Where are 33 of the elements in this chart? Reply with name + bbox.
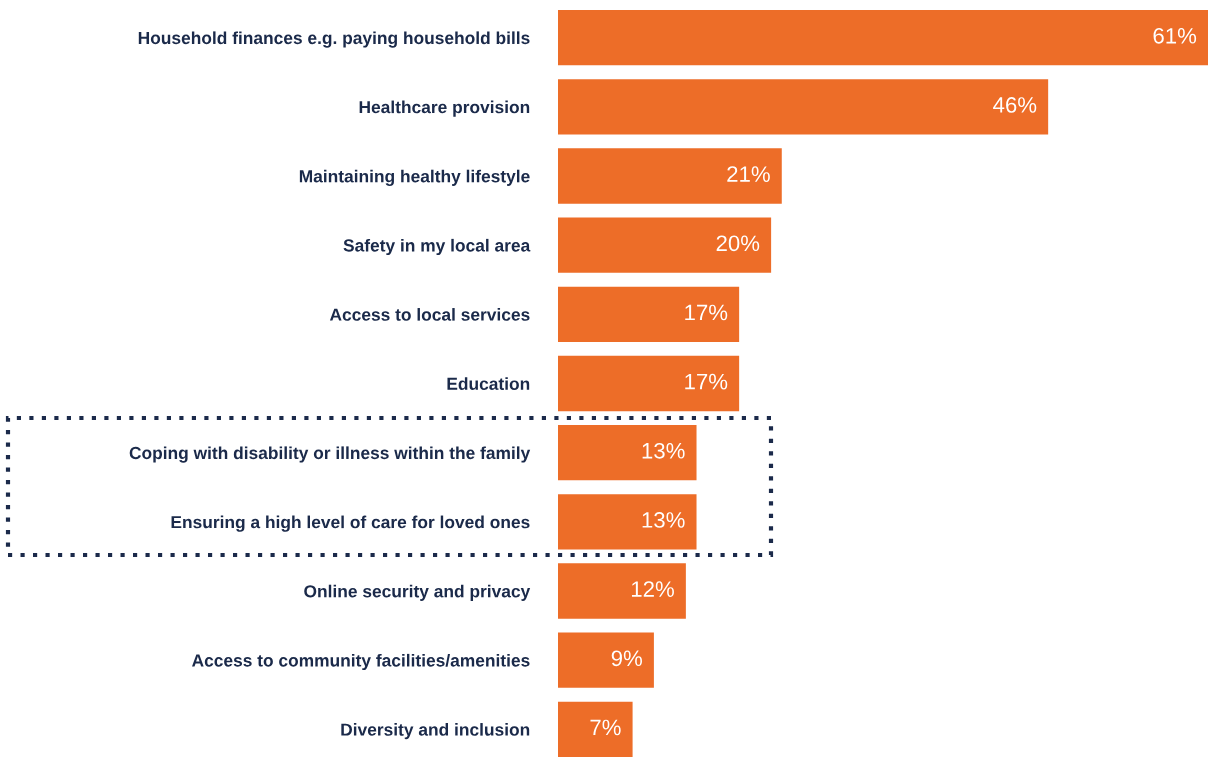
bar (558, 217, 772, 273)
data-label: 17% (685, 373, 728, 390)
y-tick-label: Household finances e.g. paying household bills (138, 31, 530, 48)
y-tick-label: Maintaining healthy lifestyle (299, 169, 530, 186)
data-label: 13% (642, 512, 685, 528)
y-tick-label: Ensuring a high level of care for loved ones (171, 515, 530, 532)
bar (558, 148, 782, 204)
y-tick-label: Healthcare provision (359, 100, 530, 117)
y-tick-label: Access to community facilities/amenities (192, 653, 530, 671)
data-label: 12% (631, 581, 674, 597)
y-tick-label: Coping with disability or illness within the family (129, 446, 531, 463)
bar (558, 286, 740, 342)
y-tick-label: Safety in my local area (343, 238, 531, 256)
data-label: 9% (611, 650, 642, 667)
bar (558, 632, 654, 688)
bar (558, 563, 686, 619)
bar (558, 425, 697, 481)
data-label: 20% (716, 235, 760, 252)
data-label: 7% (590, 719, 621, 736)
bar (558, 79, 1049, 135)
data-label: 21% (727, 166, 770, 182)
y-tick-label: Education (447, 377, 530, 390)
data-label: 13% (642, 442, 685, 459)
data-label: 61% (1153, 27, 1197, 44)
y-tick-label: Access to local services (329, 308, 530, 321)
y-tick-label: Diversity and inclusion (341, 723, 530, 740)
bar (558, 701, 633, 757)
bar (558, 494, 697, 550)
y-tick-label: Online security and privacy (304, 584, 531, 601)
bar (558, 10, 1208, 66)
data-label: 17% (685, 304, 728, 321)
bar (558, 355, 740, 412)
data-label: 46% (993, 97, 1037, 113)
